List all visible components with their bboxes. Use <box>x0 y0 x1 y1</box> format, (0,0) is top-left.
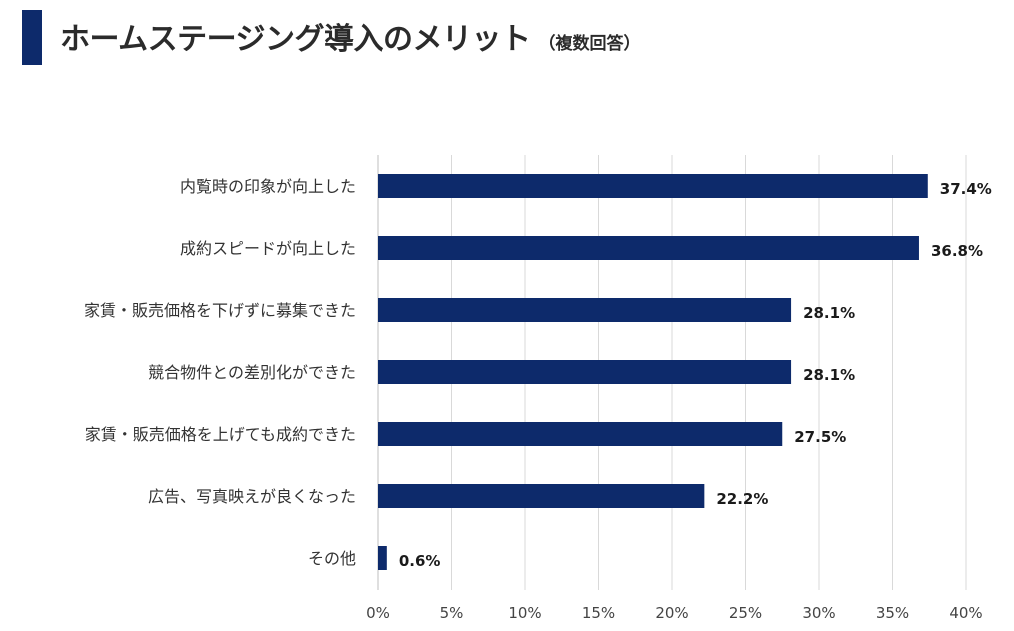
category-label: 競合物件との差別化ができた <box>148 363 356 382</box>
x-tick-label: 25% <box>729 604 762 622</box>
value-label: 37.4% <box>940 180 992 198</box>
x-tick-label: 40% <box>949 604 982 622</box>
category-label: 家賃・販売価格を下げずに募集できた <box>84 301 356 320</box>
category-label: 家賃・販売価格を上げても成約できた <box>85 425 356 444</box>
value-label: 27.5% <box>794 428 846 446</box>
bar <box>378 174 928 198</box>
value-label: 28.1% <box>803 304 855 322</box>
bar <box>378 298 792 322</box>
x-tick-label: 20% <box>655 604 688 622</box>
category-label: その他 <box>308 549 356 568</box>
x-tick-label: 0% <box>366 604 390 622</box>
value-label: 36.8% <box>931 242 983 260</box>
x-tick-label: 5% <box>440 604 464 622</box>
bar <box>378 484 705 508</box>
value-label: 22.2% <box>716 490 768 508</box>
bar <box>378 236 919 260</box>
x-tick-label: 10% <box>508 604 541 622</box>
bar <box>378 546 387 570</box>
x-tick-label: 35% <box>876 604 909 622</box>
value-label: 0.6% <box>399 552 441 570</box>
bar <box>378 360 792 384</box>
x-tick-label: 15% <box>582 604 615 622</box>
chart-title: ホームステージング導入のメリット <box>60 22 531 57</box>
page-title: ホームステージング導入のメリット （複数回答） <box>60 14 641 62</box>
value-label: 28.1% <box>803 366 855 384</box>
chart-subtitle: （複数回答） <box>538 34 641 54</box>
category-label: 内覧時の印象が向上した <box>180 177 356 196</box>
category-label: 成約スピードが向上した <box>180 239 356 258</box>
x-tick-label: 30% <box>802 604 835 622</box>
category-label: 広告、写真映えが良くなった <box>148 487 356 506</box>
title-accent-bar <box>22 10 42 65</box>
bar <box>378 422 783 446</box>
